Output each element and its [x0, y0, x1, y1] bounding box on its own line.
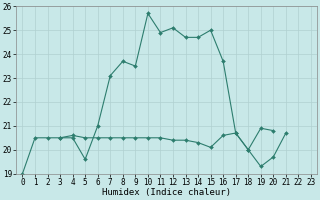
X-axis label: Humidex (Indice chaleur): Humidex (Indice chaleur) [102, 188, 231, 197]
